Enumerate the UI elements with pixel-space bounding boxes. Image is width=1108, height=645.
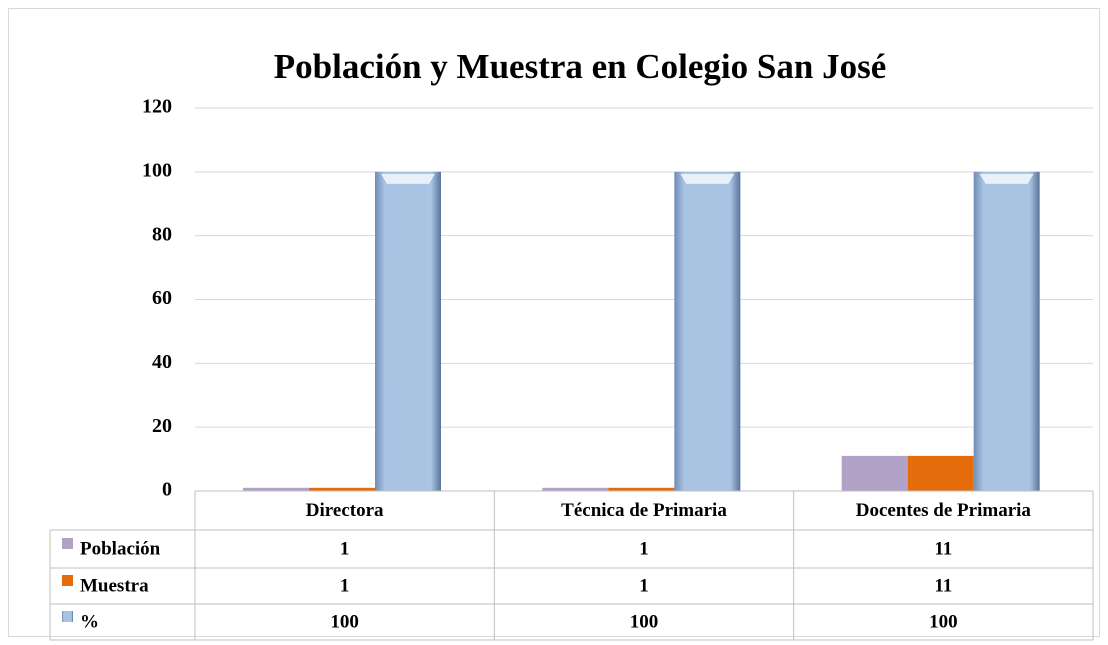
bar	[542, 487, 609, 491]
table-cell: 100	[929, 611, 958, 632]
bar-bevel	[381, 173, 435, 184]
table-cell: 11	[934, 538, 952, 559]
table-cell: 1	[340, 538, 350, 559]
table-cell: 11	[934, 575, 952, 596]
table-cell: 1	[639, 575, 649, 596]
table-cell: 100	[630, 611, 659, 632]
legend-label: %	[80, 611, 99, 632]
y-tick-label: 20	[152, 415, 172, 437]
table-cell: 100	[330, 611, 359, 632]
y-tick-label: 120	[142, 96, 172, 118]
bar-bevel	[979, 173, 1034, 184]
bar	[674, 171, 741, 492]
legend-key	[62, 538, 73, 549]
y-tick-label: 40	[152, 351, 172, 373]
legend-key	[62, 611, 73, 622]
legend-key	[62, 575, 73, 586]
table-cell: 1	[340, 575, 350, 596]
x-tick-label: Directora	[306, 500, 384, 521]
legend-label: Muestra	[80, 575, 149, 596]
x-tick-label: Técnica de Primaria	[561, 500, 727, 521]
y-tick-label: 0	[162, 479, 172, 501]
bar	[309, 487, 375, 491]
bar-bevel	[680, 173, 735, 184]
bar	[907, 455, 974, 491]
bar	[375, 171, 441, 492]
bar	[841, 455, 908, 491]
bar	[608, 487, 675, 491]
legend-label: Población	[80, 538, 161, 559]
chart-frame	[8, 8, 1100, 637]
y-tick-label: 100	[142, 159, 172, 181]
bar	[973, 171, 1040, 492]
bar	[243, 487, 309, 491]
y-tick-label: 60	[152, 287, 172, 309]
x-tick-label: Docentes de Primaria	[856, 500, 1032, 521]
table-cell: 1	[639, 538, 649, 559]
y-tick-label: 80	[152, 223, 172, 245]
chart-title: Población y Muestra en Colegio San José	[274, 47, 886, 86]
